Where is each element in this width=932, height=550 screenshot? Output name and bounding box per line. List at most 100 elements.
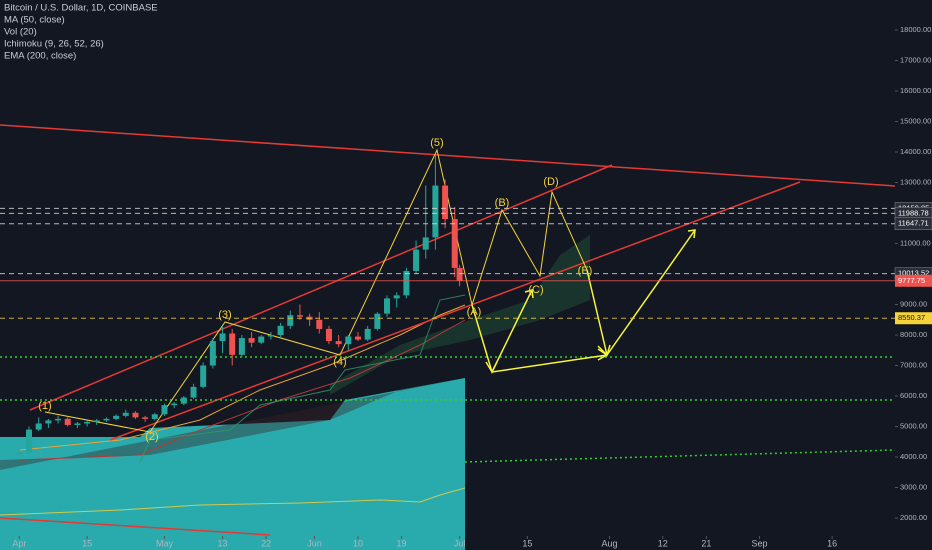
price-label: 8550.37 bbox=[898, 313, 925, 322]
x-tick-label: 22 bbox=[261, 538, 271, 548]
y-tick-label: 8000.00 bbox=[900, 330, 927, 339]
candle-body bbox=[151, 414, 158, 419]
candle-body bbox=[84, 421, 91, 424]
candle-body bbox=[451, 219, 458, 268]
candle-body bbox=[45, 420, 52, 424]
candle-body bbox=[355, 336, 361, 340]
candle-body bbox=[219, 333, 226, 342]
x-tick-label: Jun bbox=[307, 538, 322, 548]
candle-body bbox=[229, 333, 236, 355]
candle-body bbox=[393, 295, 400, 299]
candle-body bbox=[248, 338, 255, 343]
y-tick-label: 6000.00 bbox=[900, 391, 927, 400]
candle-body bbox=[161, 405, 168, 415]
x-tick-label: May bbox=[156, 538, 174, 548]
candle-body bbox=[422, 237, 429, 250]
price-label-box bbox=[895, 312, 932, 325]
candle-body bbox=[277, 325, 284, 336]
indicator-label: Ichimoku (9, 26, 52, 26) bbox=[4, 39, 104, 50]
x-tick-label: 15 bbox=[82, 538, 92, 548]
price-label: 11988.78 bbox=[898, 208, 929, 217]
y-tick-label: 14000.00 bbox=[900, 147, 931, 156]
candle-body bbox=[325, 328, 332, 342]
x-tick-label: 15 bbox=[522, 538, 532, 548]
indicator-label: MA (50, close) bbox=[4, 15, 65, 26]
x-tick-label: Sep bbox=[752, 538, 768, 548]
candle-body bbox=[403, 270, 410, 296]
candle-body bbox=[113, 415, 120, 419]
candle-body bbox=[16, 452, 23, 454]
x-tick-label: 12 bbox=[658, 538, 668, 548]
x-tick-label: Apr bbox=[12, 538, 26, 548]
candle-body bbox=[64, 418, 71, 425]
candle-body bbox=[432, 185, 439, 238]
wave-label: (1) bbox=[38, 400, 51, 412]
candle-body bbox=[364, 328, 371, 340]
x-tick-label: 19 bbox=[397, 538, 407, 548]
candle-body bbox=[103, 418, 110, 421]
candle-body bbox=[35, 423, 42, 430]
wave-label: (2) bbox=[145, 431, 158, 443]
candle-body bbox=[200, 365, 207, 387]
candle-body bbox=[122, 412, 129, 416]
candle-body bbox=[142, 417, 149, 419]
candle-body bbox=[384, 298, 391, 314]
wave-label: (4) bbox=[333, 356, 346, 368]
wave-label: (D) bbox=[543, 176, 558, 188]
indicator-label: EMA (200, close) bbox=[4, 51, 76, 62]
chart-title: Bitcoin / U.S. Dollar, 1D, COINBASE bbox=[4, 3, 158, 14]
x-tick-label: Aug bbox=[602, 538, 618, 548]
candle-body bbox=[374, 313, 381, 329]
y-tick-label: 9000.00 bbox=[900, 299, 927, 308]
y-tick-label: 17000.00 bbox=[900, 55, 931, 64]
ichimoku-cloud bbox=[0, 235, 590, 470]
candle-body bbox=[267, 335, 274, 337]
y-tick-label: 4000.00 bbox=[900, 452, 927, 461]
candle-body bbox=[345, 336, 352, 345]
candle-body bbox=[413, 249, 420, 271]
candle-body bbox=[74, 423, 81, 425]
y-tick-label: 7000.00 bbox=[900, 360, 927, 369]
price-label-box bbox=[895, 274, 932, 287]
candle-body bbox=[180, 397, 187, 404]
x-tick-label: Jul bbox=[454, 538, 466, 548]
candle-body bbox=[190, 386, 197, 398]
candle-body bbox=[316, 319, 323, 329]
y-tick-label: 3000.00 bbox=[900, 482, 927, 491]
price-label-box bbox=[894, 217, 932, 231]
candle-body bbox=[55, 418, 62, 421]
x-tick-label: 16 bbox=[827, 538, 837, 548]
candle-body bbox=[209, 341, 216, 366]
wave-label: (A) bbox=[467, 306, 482, 318]
y-tick-label: 15000.00 bbox=[900, 116, 931, 125]
x-tick-label: 10 bbox=[353, 538, 363, 548]
candle-body bbox=[93, 420, 100, 422]
wave-label: (E) bbox=[578, 265, 593, 277]
candle-body bbox=[258, 336, 265, 343]
candle-body bbox=[456, 267, 463, 281]
candle-body bbox=[442, 185, 449, 220]
candle-body bbox=[296, 315, 303, 317]
wave-label: (3) bbox=[218, 309, 231, 321]
y-tick-label: 16000.00 bbox=[900, 86, 931, 95]
x-tick-label: 13 bbox=[218, 538, 228, 548]
y-tick-label: 11000.00 bbox=[900, 238, 931, 247]
y-tick-label: 2000.00 bbox=[900, 513, 927, 522]
candle-body bbox=[238, 338, 245, 355]
y-tick-label: 5000.00 bbox=[900, 421, 927, 430]
y-tick-label: 13000.00 bbox=[900, 177, 931, 186]
price-label: 10013.52 bbox=[898, 269, 929, 278]
candle-body bbox=[171, 403, 178, 406]
candle-body bbox=[26, 429, 33, 453]
indicator-label: Vol (20) bbox=[4, 27, 37, 38]
volume-area bbox=[0, 378, 466, 550]
price-label: 11647.71 bbox=[898, 219, 929, 228]
x-tick-label: 21 bbox=[701, 538, 711, 548]
candle-body bbox=[132, 412, 139, 418]
wave-label: (C) bbox=[528, 284, 543, 296]
wave-label: (B) bbox=[495, 197, 510, 209]
wave-label: (5) bbox=[430, 137, 443, 149]
y-tick-label: 18000.00 bbox=[900, 25, 931, 34]
price-label: 9777.75 bbox=[898, 276, 925, 285]
